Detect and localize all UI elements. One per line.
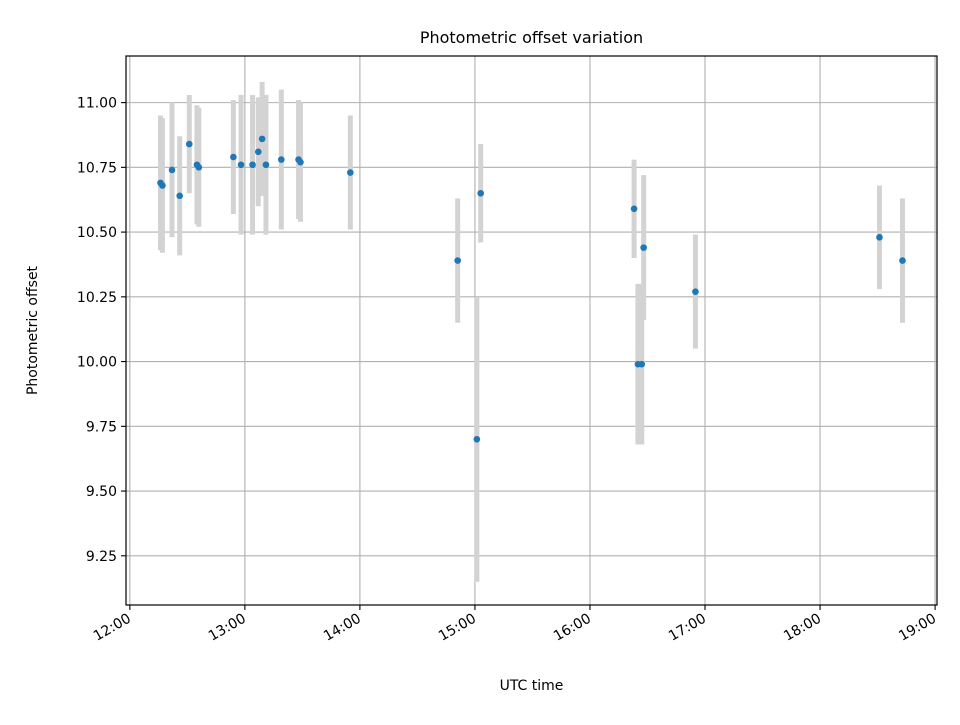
data-point — [630, 205, 638, 213]
data-point — [168, 166, 176, 174]
data-points — [157, 135, 906, 443]
y-tick-label: 9.75 — [86, 419, 117, 435]
data-point — [477, 189, 484, 197]
data-point — [262, 161, 270, 169]
data-point — [347, 169, 354, 176]
data-point — [159, 182, 166, 189]
data-point — [237, 161, 245, 169]
chart-title: Photometric offset variation — [420, 28, 643, 47]
data-point — [249, 161, 256, 169]
data-point — [176, 192, 183, 200]
data-point — [473, 435, 481, 443]
y-tick-label: 10.50 — [77, 225, 117, 241]
y-tick-label: 9.50 — [86, 484, 117, 500]
data-point — [899, 257, 906, 264]
plot-frame — [125, 55, 938, 606]
data-point — [297, 158, 304, 166]
data-point — [876, 233, 883, 241]
y-tick-label: 9.25 — [86, 549, 117, 565]
data-point — [230, 153, 237, 161]
y-axis-label: Photometric offset — [25, 265, 41, 395]
x-axis-label: UTC time — [500, 678, 564, 694]
data-point — [185, 140, 193, 148]
data-point — [277, 156, 285, 163]
grid — [126, 56, 937, 605]
y-tick-label: 10.00 — [77, 355, 117, 371]
data-point — [258, 135, 266, 143]
data-point — [692, 288, 699, 295]
data-point — [254, 148, 262, 156]
y-tick-label: 10.25 — [77, 290, 117, 306]
data-point — [195, 164, 203, 171]
y-tick-label: 11.00 — [77, 96, 117, 112]
data-point — [638, 360, 646, 368]
data-point — [454, 257, 461, 264]
data-point — [640, 244, 647, 251]
y-tick-label: 10.75 — [77, 160, 117, 176]
